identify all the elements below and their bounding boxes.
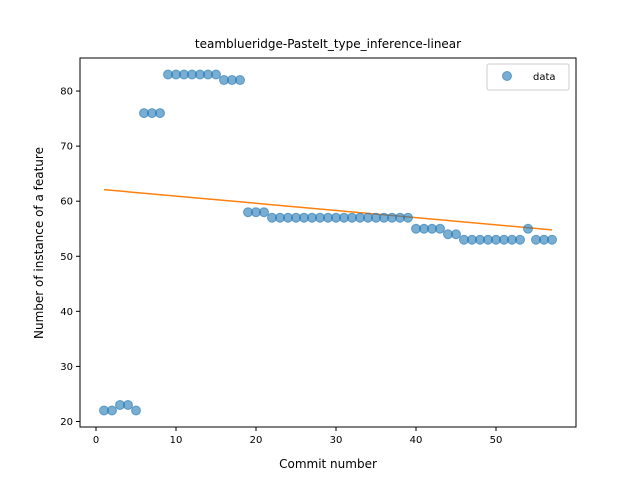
x-axis-ticks: 0 10 20 30 40 50 (93, 427, 503, 446)
data-point (259, 207, 269, 218)
y-tick-label: 70 (60, 142, 73, 153)
y-tick-label: 50 (60, 252, 73, 263)
y-axis-label: Number of instance of a feature (32, 147, 46, 339)
x-axis-label: Commit number (279, 457, 377, 471)
data-point (131, 405, 141, 416)
data-point (155, 108, 165, 119)
data-point (515, 234, 525, 245)
data-point (107, 405, 117, 416)
y-tick-label: 60 (60, 197, 73, 208)
data-point (211, 69, 221, 80)
data-points-layer (99, 69, 557, 416)
data-point (403, 212, 413, 223)
x-tick-label: 0 (93, 435, 99, 446)
legend-marker-data (502, 71, 512, 81)
data-point (547, 234, 557, 245)
x-tick-label: 10 (170, 435, 183, 446)
x-tick-label: 40 (410, 435, 423, 446)
plot-area (79, 57, 577, 428)
x-tick-label: 20 (250, 435, 263, 446)
x-tick-label: 30 (330, 435, 343, 446)
data-point (523, 223, 533, 234)
y-tick-label: 80 (60, 87, 73, 98)
data-point (123, 399, 133, 410)
y-tick-label: 40 (60, 307, 73, 318)
data-point (435, 223, 445, 234)
y-tick-label: 20 (60, 417, 73, 428)
legend: data (486, 63, 570, 91)
data-point (235, 75, 245, 86)
fit-line-layer (103, 188, 553, 231)
legend-box (486, 63, 570, 91)
y-axis-ticks: 20 30 40 50 60 70 80 (60, 87, 80, 428)
fit-line (103, 188, 553, 231)
x-tick-label: 50 (490, 435, 503, 446)
plot-frame (79, 57, 577, 428)
legend-label-data: data (533, 72, 556, 83)
y-tick-label: 30 (60, 362, 73, 373)
data-point (451, 229, 461, 240)
chart-title: teamblueridge-PasteIt_type_inference-lin… (195, 37, 461, 51)
